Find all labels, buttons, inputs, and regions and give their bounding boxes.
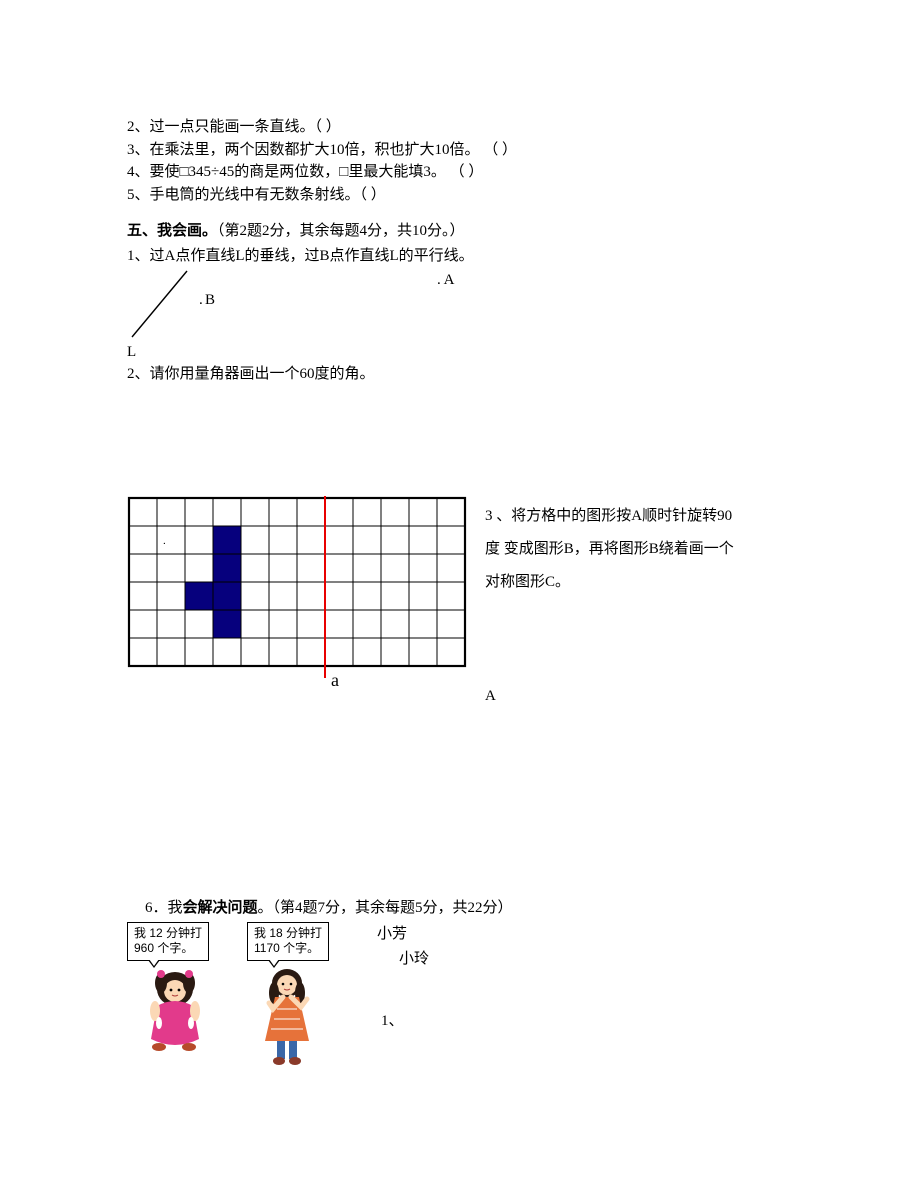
line-l-label: L (127, 341, 136, 364)
judge-q4: 4、要使□345÷45的商是两位数，□里最大能填3。 （ ） (127, 161, 673, 184)
girl2-icon (247, 961, 327, 1071)
girl2-group: 我 18 分钟打 1170 个字。 (247, 922, 367, 1071)
section5-q2: 2、请你用量角器画出一个60度的角。 (127, 363, 673, 386)
girl1-group: 我 12 分钟打 960 个字。 (127, 922, 237, 1056)
section6-title-prefix: 6．我 (145, 900, 183, 916)
section5-q1: 1、过A点作直线L的垂线，过B点作直线L的平行线。 (127, 245, 673, 268)
svg-text:a: a (331, 670, 339, 690)
names-block: 小芳 小玲 1、 (377, 922, 429, 1035)
judge-q2: 2、过一点只能画一条直线。（ ） (127, 116, 673, 139)
grid-svg: a. (127, 496, 467, 690)
girl1-icon (127, 961, 217, 1056)
grid-figure: a. (127, 496, 467, 690)
section6-title: 6．我会解决问题。（第4题7分，其余每题5分，共22分） (145, 897, 673, 920)
judge-q5: 5、手电筒的光线中有无数条射线。（ ） (127, 184, 673, 207)
point-b-label: B (205, 289, 215, 312)
name-xiaoling: 小玲 (399, 947, 429, 973)
section5-q3-a-label: A (485, 685, 740, 708)
point-b-dot: . (199, 289, 203, 312)
section6-title-bold: 会解决问题 (183, 900, 258, 916)
speech-bubble-2: 我 18 分钟打 1170 个字。 (247, 922, 329, 961)
speech-bubble-1: 我 12 分钟打 960 个字。 (127, 922, 209, 961)
section6-subq1: 1、 (381, 1009, 429, 1035)
section6-title-rest: 。（第4题7分，其余每题5分，共22分） (258, 900, 513, 916)
drawing-area-1: . A . B L (127, 269, 673, 363)
section5-title-rest: （第2题2分，其余每题4分，共10分。） (217, 223, 465, 239)
section5-title: 五、我会画。（第2题2分，其余每题4分，共10分。） (127, 220, 673, 243)
section5-title-bold: 五、我会画。 (127, 223, 217, 239)
judge-q3: 3、在乘法里，两个因数都扩大10倍，积也扩大10倍。 （ ） (127, 139, 673, 162)
line-l-svg (127, 269, 217, 339)
section5-q3: 3 、将方格中的图形按A顺时针旋转90度 变成图形B，再将图形B绕着画一个对称图… (485, 496, 740, 599)
point-a-label: . A (437, 269, 455, 292)
svg-text:.: . (163, 535, 166, 547)
name-xiaofang: 小芳 (377, 922, 429, 948)
